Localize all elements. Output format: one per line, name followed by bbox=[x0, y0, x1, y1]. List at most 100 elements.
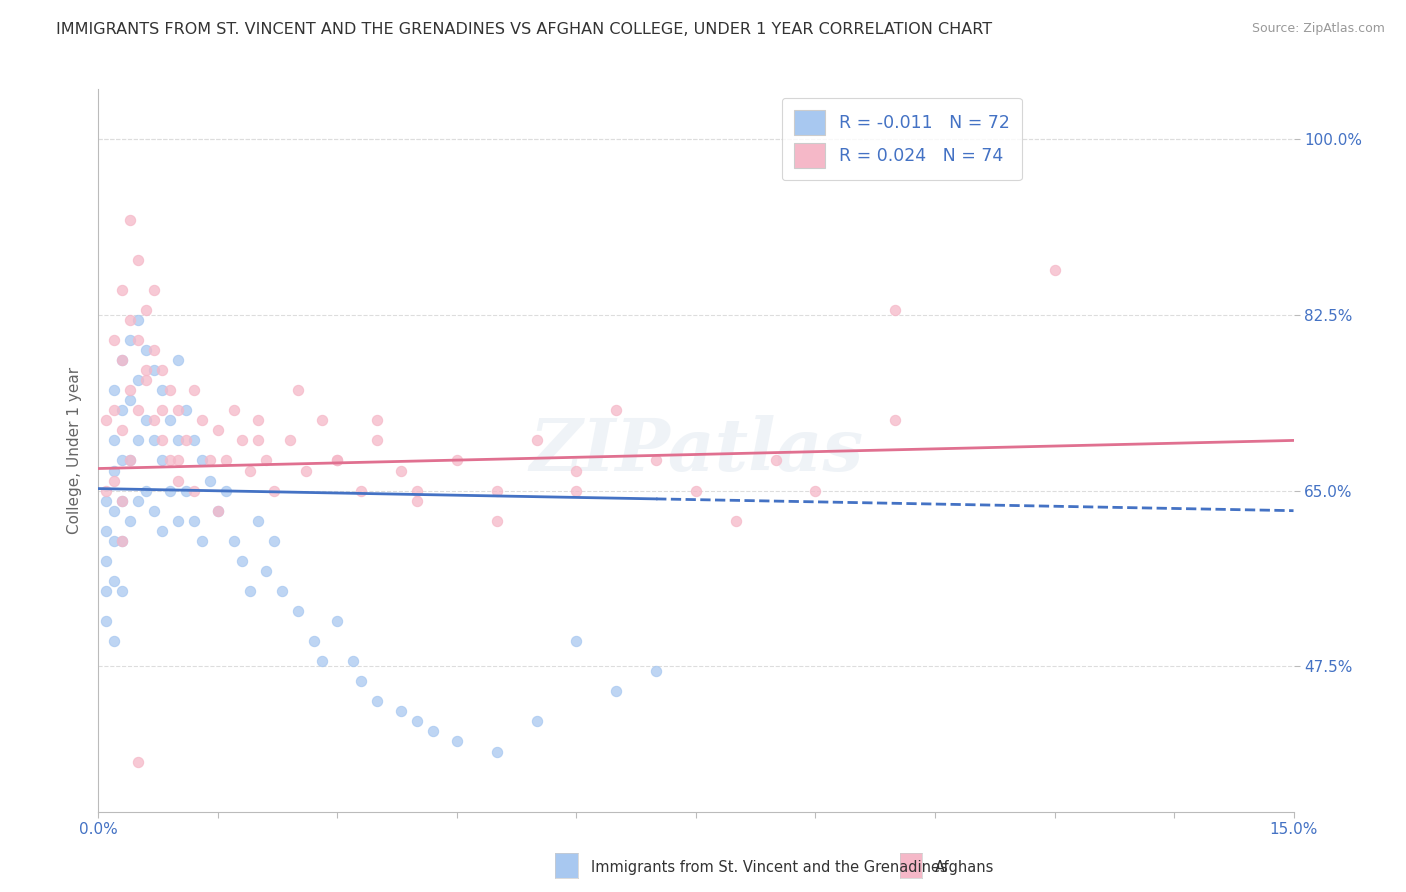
Point bbox=[724, 514, 747, 528]
Point bbox=[111, 353, 134, 368]
Point bbox=[485, 483, 508, 498]
Point bbox=[366, 434, 388, 448]
Point bbox=[311, 413, 333, 427]
Point bbox=[127, 313, 149, 327]
Point bbox=[103, 333, 125, 347]
Point bbox=[884, 413, 907, 427]
Point bbox=[127, 493, 149, 508]
Point bbox=[446, 734, 468, 748]
Point bbox=[174, 483, 197, 498]
Point bbox=[150, 403, 173, 417]
Point bbox=[103, 533, 125, 548]
Point bbox=[565, 463, 588, 477]
Point bbox=[207, 503, 229, 517]
Point bbox=[127, 434, 149, 448]
Point bbox=[222, 533, 245, 548]
Point bbox=[120, 453, 142, 467]
Point bbox=[159, 483, 181, 498]
Point bbox=[645, 664, 668, 679]
Point bbox=[135, 483, 157, 498]
Point bbox=[127, 403, 149, 417]
Point bbox=[103, 474, 125, 488]
Point bbox=[239, 463, 262, 477]
Point bbox=[254, 453, 277, 467]
Text: Source: ZipAtlas.com: Source: ZipAtlas.com bbox=[1251, 22, 1385, 36]
Point bbox=[222, 403, 245, 417]
Text: Immigrants from St. Vincent and the Grenadines: Immigrants from St. Vincent and the Gren… bbox=[591, 860, 948, 874]
Point bbox=[389, 705, 412, 719]
Point bbox=[422, 724, 444, 739]
Point bbox=[239, 583, 262, 598]
Point bbox=[135, 303, 157, 318]
Point bbox=[294, 463, 316, 477]
Point bbox=[198, 474, 221, 488]
Point bbox=[406, 483, 429, 498]
Point bbox=[389, 463, 412, 477]
Point bbox=[350, 674, 373, 689]
Point bbox=[127, 373, 149, 387]
Point bbox=[884, 303, 907, 318]
Text: ZIPatlas: ZIPatlas bbox=[529, 415, 863, 486]
Point bbox=[246, 434, 269, 448]
Point bbox=[103, 503, 125, 517]
Point bbox=[342, 654, 364, 668]
Point bbox=[96, 583, 118, 598]
Point bbox=[103, 403, 125, 417]
Point bbox=[143, 413, 166, 427]
Point bbox=[111, 403, 134, 417]
Point bbox=[198, 453, 221, 467]
Point bbox=[120, 313, 142, 327]
Point bbox=[143, 283, 166, 297]
Point bbox=[287, 604, 309, 618]
Point bbox=[526, 434, 548, 448]
Point bbox=[311, 654, 333, 668]
Point bbox=[111, 453, 134, 467]
Point bbox=[278, 434, 301, 448]
Point bbox=[120, 453, 142, 467]
Point bbox=[526, 714, 548, 729]
Point bbox=[111, 533, 134, 548]
Point bbox=[103, 574, 125, 588]
Point bbox=[150, 434, 173, 448]
Point bbox=[207, 503, 229, 517]
Point bbox=[120, 333, 142, 347]
Text: Afghans: Afghans bbox=[935, 860, 994, 874]
Point bbox=[96, 554, 118, 568]
Point bbox=[191, 453, 214, 467]
Point bbox=[350, 483, 373, 498]
Point bbox=[263, 483, 285, 498]
Point bbox=[174, 403, 197, 417]
Point bbox=[167, 474, 190, 488]
Point bbox=[645, 453, 668, 467]
Point bbox=[485, 514, 508, 528]
Point bbox=[120, 384, 142, 398]
Point bbox=[231, 554, 253, 568]
Legend: R = -0.011   N = 72, R = 0.024   N = 74: R = -0.011 N = 72, R = 0.024 N = 74 bbox=[782, 98, 1022, 180]
Point bbox=[287, 384, 309, 398]
Point bbox=[159, 453, 181, 467]
Point bbox=[143, 434, 166, 448]
Y-axis label: College, Under 1 year: College, Under 1 year bbox=[67, 367, 83, 534]
Point bbox=[96, 614, 118, 628]
Point bbox=[111, 353, 134, 368]
Point bbox=[111, 533, 134, 548]
Point bbox=[326, 614, 349, 628]
Point bbox=[103, 434, 125, 448]
Point bbox=[485, 744, 508, 758]
Point bbox=[326, 453, 349, 467]
Point bbox=[150, 363, 173, 377]
Point bbox=[685, 483, 707, 498]
Point bbox=[191, 413, 214, 427]
Point bbox=[150, 384, 173, 398]
Point bbox=[167, 403, 190, 417]
Point bbox=[263, 533, 285, 548]
Point bbox=[765, 453, 787, 467]
Point bbox=[270, 583, 292, 598]
Point bbox=[167, 353, 190, 368]
Point bbox=[167, 453, 190, 467]
Point bbox=[120, 393, 142, 408]
Point bbox=[135, 343, 157, 357]
Point bbox=[96, 524, 118, 538]
Point bbox=[191, 533, 214, 548]
Point bbox=[215, 483, 238, 498]
